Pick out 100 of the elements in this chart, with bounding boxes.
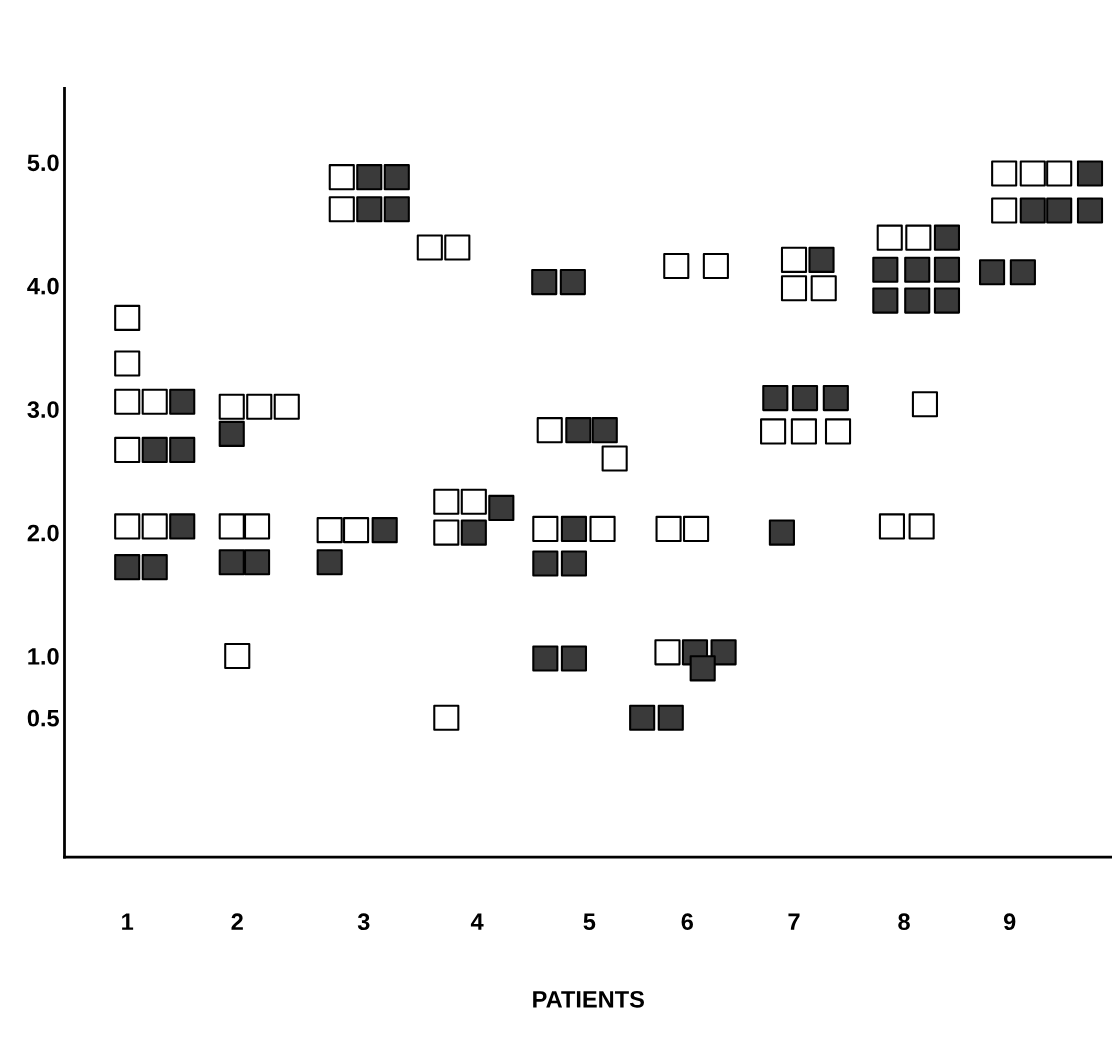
- point: [810, 275, 837, 302]
- point: [683, 515, 710, 542]
- point: [114, 304, 141, 331]
- point: [768, 519, 795, 546]
- point: [878, 513, 905, 540]
- point: [822, 385, 849, 412]
- point: [488, 494, 515, 521]
- point: [433, 704, 460, 731]
- point: [808, 246, 835, 273]
- point: [790, 418, 817, 445]
- point: [760, 418, 787, 445]
- point: [114, 554, 141, 581]
- point: [460, 488, 487, 515]
- point: [933, 224, 961, 251]
- point: [114, 436, 141, 463]
- point: [224, 642, 251, 670]
- point: [601, 445, 628, 472]
- y-tick-label: 3.0: [27, 401, 59, 419]
- point: [243, 549, 271, 576]
- point: [416, 234, 443, 261]
- point: [169, 388, 196, 415]
- point: [654, 639, 681, 666]
- x-tick-label: 2: [231, 913, 243, 930]
- point: [565, 417, 592, 444]
- point: [979, 259, 1006, 286]
- point: [824, 418, 852, 445]
- point: [460, 519, 487, 546]
- point: [904, 287, 931, 314]
- point: [689, 655, 716, 682]
- point: [1009, 259, 1036, 286]
- point: [991, 197, 1018, 224]
- point: [114, 388, 141, 415]
- point: [343, 517, 370, 544]
- point: [657, 704, 684, 731]
- point: [218, 393, 245, 420]
- x-tick-label: 6: [681, 913, 693, 931]
- point: [780, 246, 808, 273]
- point: [532, 645, 559, 672]
- point: [905, 224, 932, 251]
- point: [904, 256, 931, 283]
- point: [531, 269, 558, 296]
- point: [141, 513, 168, 540]
- point: [383, 164, 410, 191]
- point: [872, 287, 899, 314]
- point: [560, 515, 588, 542]
- point: [702, 252, 729, 280]
- point: [1019, 197, 1046, 224]
- point: [371, 517, 398, 544]
- point: [1076, 197, 1104, 224]
- point: [589, 515, 616, 542]
- point: [218, 420, 245, 447]
- x-tick-label: 4: [470, 913, 484, 930]
- point: [933, 256, 961, 283]
- point: [908, 513, 935, 540]
- point: [710, 639, 737, 666]
- point: [169, 436, 196, 463]
- point: [444, 234, 471, 261]
- point: [356, 196, 383, 223]
- point: [383, 196, 410, 223]
- point: [141, 388, 168, 415]
- point: [780, 275, 808, 302]
- x-tick-label: 7: [788, 913, 800, 930]
- point: [559, 269, 586, 296]
- point: [762, 385, 789, 412]
- y-tick-label: 5.0: [27, 154, 59, 172]
- point: [1076, 160, 1104, 187]
- point: [872, 256, 899, 283]
- point: [655, 515, 682, 542]
- point: [591, 417, 618, 444]
- point: [243, 513, 271, 540]
- point: [911, 391, 939, 418]
- point: [356, 164, 383, 191]
- x-tick-label: 3: [357, 913, 370, 931]
- point: [246, 393, 273, 420]
- x-tick-label: 1: [122, 913, 134, 930]
- point: [316, 549, 343, 576]
- y-tick-label: 1.0: [28, 648, 59, 665]
- point: [1046, 160, 1073, 187]
- point: [560, 550, 588, 577]
- point: [141, 554, 168, 581]
- point: [114, 350, 141, 377]
- point: [1046, 197, 1073, 224]
- point: [316, 517, 343, 544]
- point: [791, 385, 819, 412]
- point: [218, 549, 245, 576]
- x-axis-title: PATIENTS: [533, 990, 644, 1008]
- point: [663, 252, 690, 280]
- point: [536, 417, 563, 444]
- point: [433, 519, 460, 546]
- point: [532, 515, 559, 542]
- point: [141, 436, 168, 463]
- point: [532, 550, 559, 577]
- point: [328, 164, 355, 191]
- point: [560, 645, 588, 672]
- point: [169, 513, 196, 540]
- y-tick-label: 0.5: [27, 709, 59, 727]
- point: [218, 513, 245, 540]
- point: [328, 196, 355, 223]
- point: [991, 160, 1018, 187]
- point: [273, 393, 300, 420]
